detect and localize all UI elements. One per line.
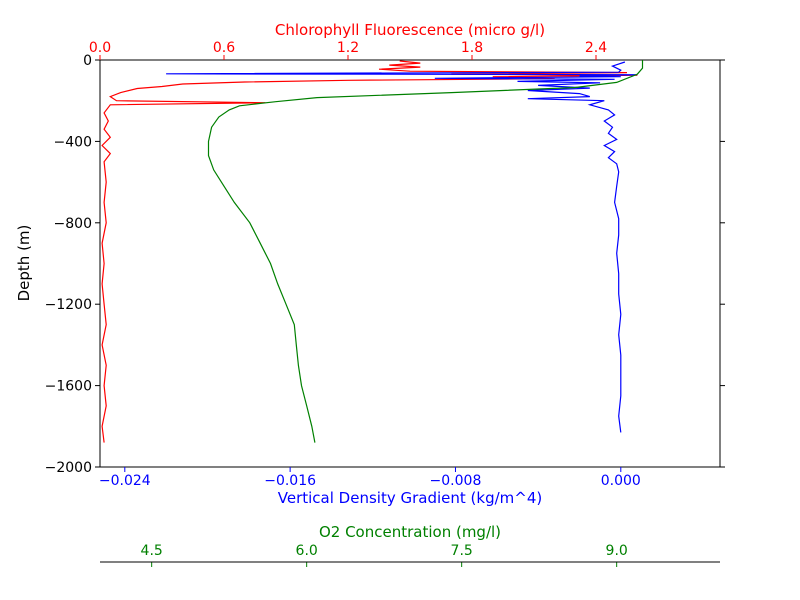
bottom-tick-label: −0.016 [264,473,316,489]
y-tick-label: −400 [54,134,92,150]
extra-tick-label: 7.5 [451,543,473,559]
top-tick-label: 1.8 [461,40,483,56]
bottom-tick-label: 0.000 [601,473,641,489]
extra-tick-label: 6.0 [296,543,318,559]
top-x-axis: 0.0 0.6 1.2 1.8 2.4 [89,40,607,60]
series-layer [101,60,644,443]
extra-axis-title: O2 Concentration (mg/l) [319,523,501,541]
extra-x-axis: 4.5 6.0 7.5 9.0 [141,543,628,567]
y-tick-label: −1200 [45,297,92,313]
y-tick-label: −800 [54,216,92,232]
top-tick-label: 1.2 [337,40,359,56]
bottom-tick-label: −0.024 [99,473,151,489]
top-tick-label: 0.0 [89,40,111,56]
y-tick-label: 0 [83,53,92,69]
top-axis-title: Chlorophyll Fluorescence (micro g/l) [275,21,545,39]
bottom-axis-title: Vertical Density Gradient (kg/m^4) [278,489,542,507]
extra-tick-label: 9.0 [606,543,628,559]
y-axis: 0 −400 −800 −1200 −1600 −2000 [45,53,725,476]
y-tick-label: −1600 [45,379,92,395]
series-line-extra [207,60,644,443]
top-tick-label: 0.6 [213,40,235,56]
bottom-x-axis: −0.024 −0.016 −0.008 0.000 [99,467,641,489]
plot-frame [99,59,721,468]
series-line-bottom [166,61,638,433]
top-tick-label: 2.4 [585,40,607,56]
extra-tick-label: 4.5 [141,543,163,559]
y-tick-label: −2000 [45,460,92,476]
y-axis-title: Depth (m) [15,225,33,302]
bottom-tick-label: −0.008 [430,473,482,489]
